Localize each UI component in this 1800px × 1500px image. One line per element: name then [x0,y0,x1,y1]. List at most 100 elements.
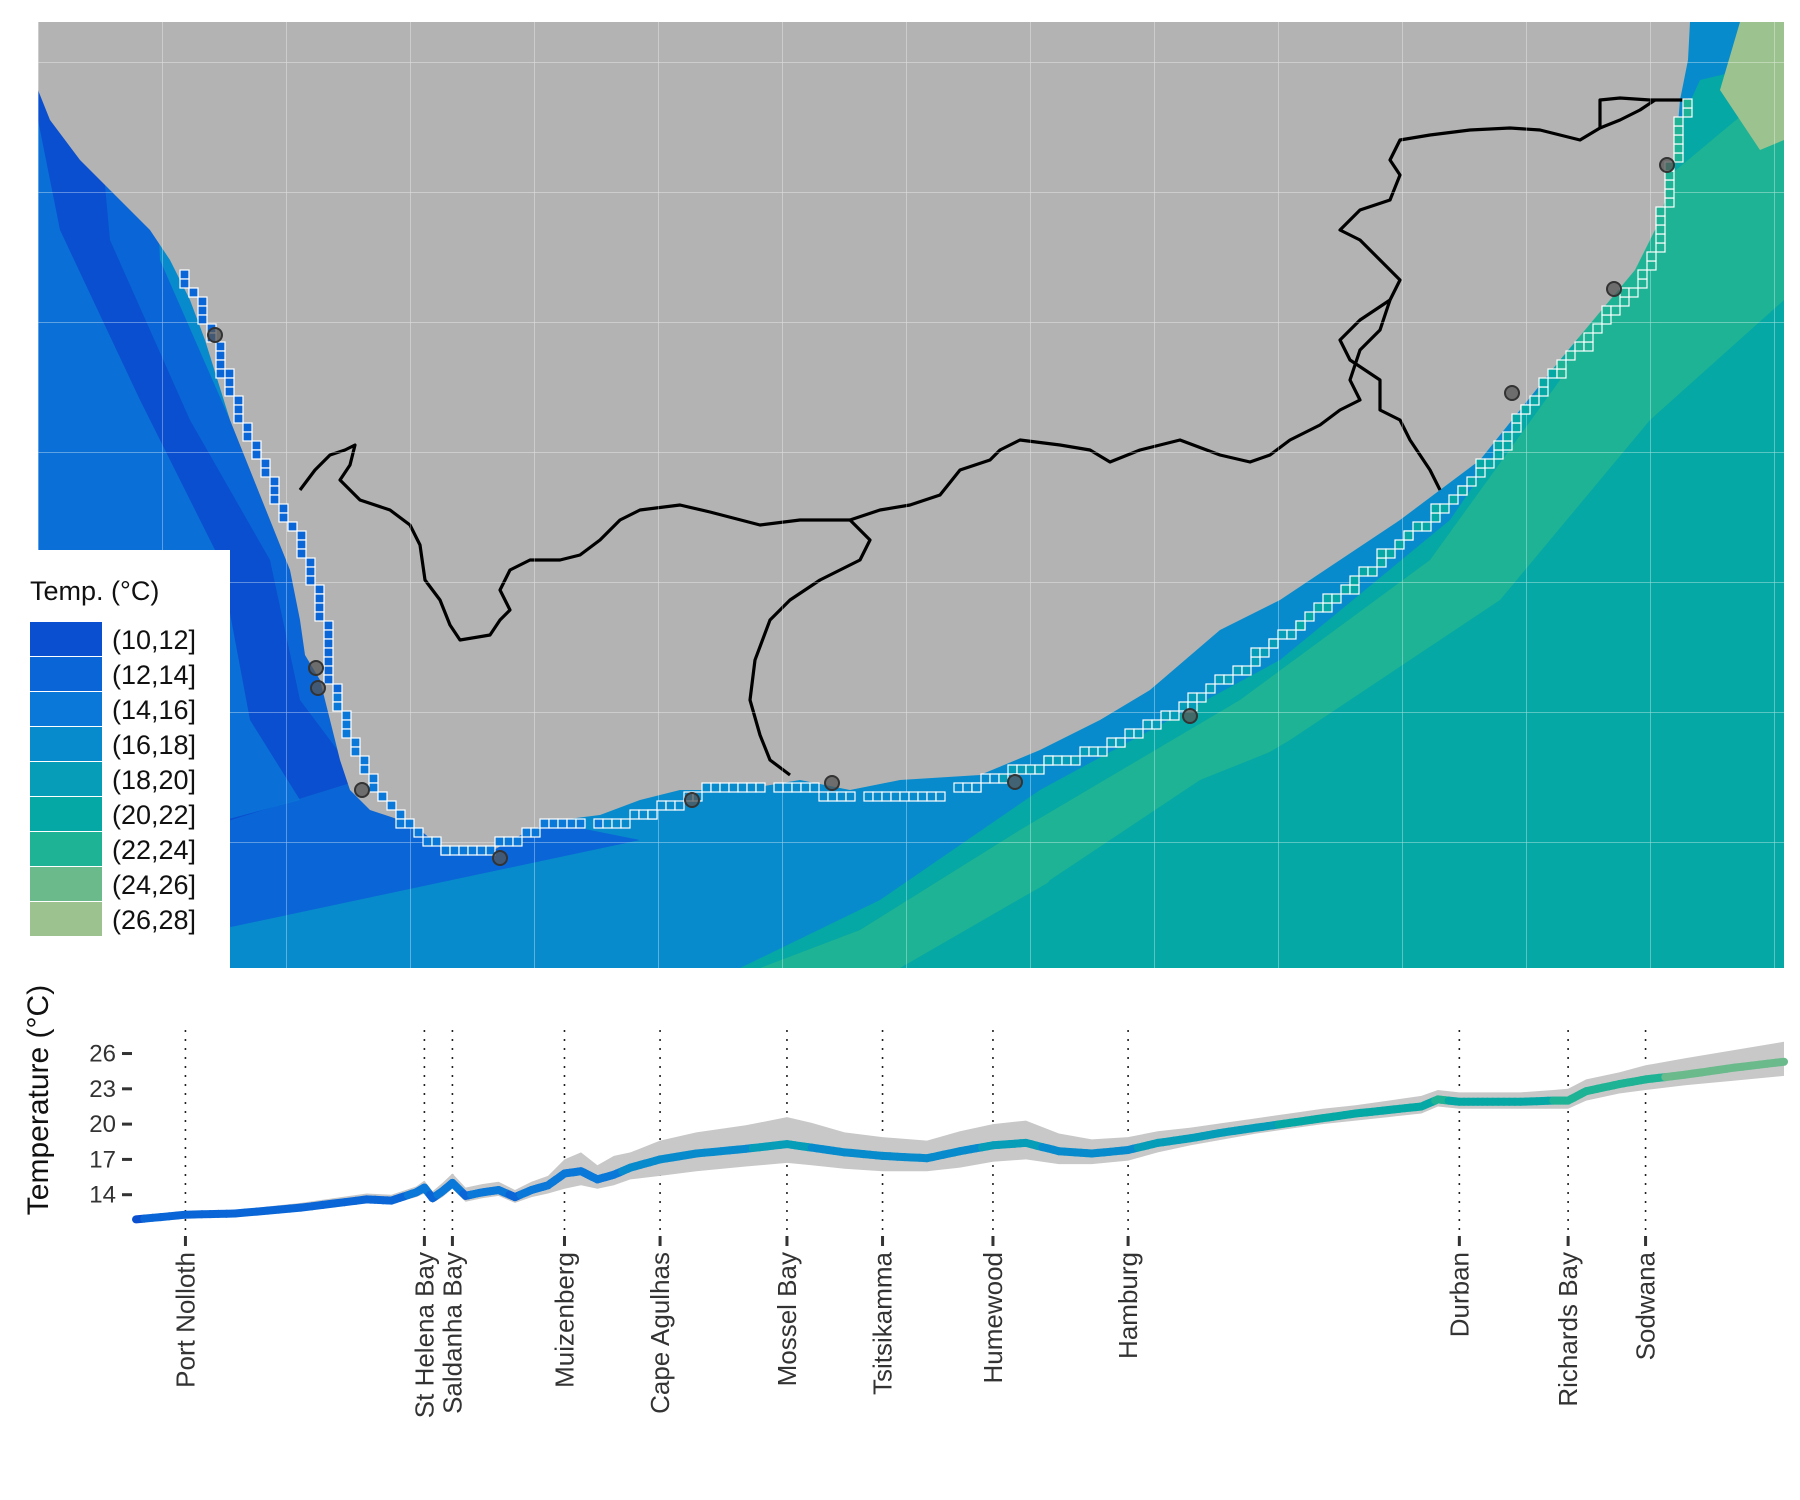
coastal-pixel [845,791,856,802]
coastal-pixel [1511,422,1522,433]
coastal-pixel [1367,566,1378,577]
coastal-pixel [809,782,820,793]
coastal-pixel [323,665,334,676]
coastal-pixel [1250,647,1261,658]
coastal-pixel [1655,224,1666,235]
legend-swatch [30,867,102,901]
coastal-pixel [1079,746,1090,757]
coastal-pixel [1484,458,1495,469]
coastal-pixel [197,305,208,316]
map-panel [38,22,1784,968]
coastal-pixel [971,782,982,793]
coastal-pixel [1682,98,1693,109]
location-label: St Helena Bay [409,1252,439,1418]
coastal-pixel [1538,386,1549,397]
coastal-pixel [1430,512,1441,523]
coastal-pixel [737,782,748,793]
coastal-pixel [278,512,289,523]
coastal-pixel [1043,755,1054,766]
coastal-pixel [395,818,406,829]
coastal-pixel [881,791,892,802]
coastal-pixel [1502,440,1513,451]
coastal-pixel [1016,764,1027,775]
coastal-pixel [530,827,541,838]
coastal-pixel [1556,368,1567,379]
site-marker [1606,281,1622,297]
site-marker [1182,708,1198,724]
coastal-pixel [539,818,550,829]
coastal-pixel [314,593,325,604]
map-grid [38,22,1784,968]
coastal-pixel [575,818,586,829]
coastal-pixel [872,791,883,802]
location-label: Mossel Bay [772,1252,802,1386]
coastal-pixel [998,773,1009,784]
coastal-pixel [269,494,280,505]
site-markers [207,157,1675,866]
coastal-pixel [260,458,271,469]
location-label: Muizenberg [549,1252,579,1388]
mean-line-segment [1771,1057,1788,1067]
coastal-pixel [1664,179,1675,190]
coastal-pixel [1124,728,1135,739]
coastal-pixel [1025,764,1036,775]
coastal-pixel [962,782,973,793]
legend-swatch [30,832,102,866]
coastal-pixel [1070,755,1081,766]
coastal-pixel [773,782,784,793]
coastal-pixel [1088,746,1099,757]
coastal-pixel [1061,755,1072,766]
y-tick-label: 14 [89,1182,116,1209]
coastal-pixel [1493,449,1504,460]
coastal-pixel [323,674,334,685]
coastal-pixel [899,791,910,802]
coastal-pixel [341,719,352,730]
coastal-pixel [1349,584,1360,595]
legend-swatch [30,727,102,761]
coastal-pixel [1511,413,1522,424]
coastal-pixel [1295,620,1306,631]
coastal-pixel [710,782,721,793]
coastal-pixel [719,782,730,793]
coastal-pixel [557,818,568,829]
coastal-pixel [1034,764,1045,775]
site-marker [207,327,223,343]
site-marker [492,850,508,866]
coastal-pixel [323,620,334,631]
coastal-pixel [1142,719,1153,730]
coastal-pixel [1304,611,1315,622]
coastal-pixel [1277,629,1288,640]
coastal-pixels [179,98,1693,856]
coastal-pixel [1007,764,1018,775]
coastal-pixel [341,710,352,721]
coastal-pixel [1106,737,1117,748]
coastal-pixel [233,404,244,415]
coastal-pixel [1574,341,1585,352]
coastal-pixel [1349,575,1360,586]
coastal-pixel [1169,710,1180,721]
coastal-pixel [980,773,991,784]
coastal-pixel [224,377,235,388]
coastal-pixel [1502,431,1513,442]
coastal-pixel [332,692,343,703]
coastal-pixel [1151,719,1162,730]
coastal-pixel [1601,314,1612,325]
coastal-pixel [1664,197,1675,208]
coastal-pixel [1475,458,1486,469]
coastal-pixel [1583,341,1594,352]
coastal-pixel [1664,188,1675,199]
coastal-pixel [1268,638,1279,649]
coastal-pixel [1223,674,1234,685]
coastal-pixel [215,341,226,352]
legend-label: (22,24] [112,835,196,865]
site-marker [1659,157,1675,173]
confidence-ribbon [136,1041,1784,1222]
coastal-pixel [1610,305,1621,316]
coastal-pixel [512,836,523,847]
coastal-pixel [1052,755,1063,766]
coastal-pixel [1601,305,1612,316]
coastal-pixel [1358,566,1369,577]
coastal-pixel [1529,395,1540,406]
coastal-pixel [548,818,559,829]
chart-panel: Temperature (°C) 14 17 20 23 26 Port Nolloth… [22,985,1788,1418]
